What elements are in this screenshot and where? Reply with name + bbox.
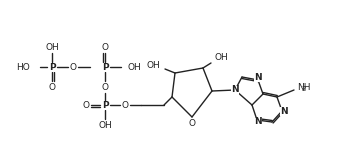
- Text: OH: OH: [146, 61, 160, 69]
- Text: O: O: [70, 63, 76, 71]
- Text: NH: NH: [297, 83, 310, 93]
- Text: P: P: [49, 63, 55, 71]
- Text: OH: OH: [128, 63, 142, 71]
- Text: O: O: [82, 100, 90, 110]
- Text: N: N: [254, 117, 262, 127]
- Text: OH: OH: [45, 43, 59, 51]
- Text: HO: HO: [16, 63, 30, 71]
- Text: OH: OH: [214, 53, 228, 63]
- Text: N: N: [280, 106, 288, 115]
- Text: 2: 2: [302, 86, 306, 92]
- Text: OH: OH: [98, 120, 112, 130]
- Text: O: O: [189, 118, 195, 128]
- Text: P: P: [102, 63, 108, 71]
- Text: N: N: [254, 72, 262, 82]
- Text: O: O: [48, 82, 55, 92]
- Text: P: P: [102, 100, 108, 110]
- Text: N: N: [231, 85, 239, 95]
- Text: O: O: [101, 82, 109, 92]
- Text: O: O: [121, 100, 128, 110]
- Text: O: O: [101, 43, 109, 51]
